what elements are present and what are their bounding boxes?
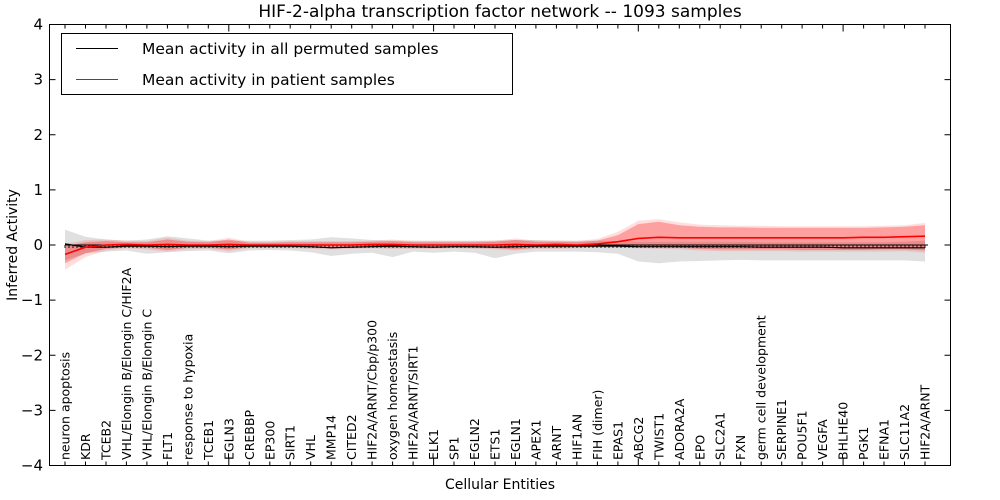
x-tick-label: oxygen homeostasis xyxy=(385,332,400,460)
chart-title: HIF-2-alpha transcription factor network… xyxy=(258,2,742,22)
x-tick-label: HIF1AN xyxy=(569,414,584,460)
x-tick-label: MMP14 xyxy=(324,415,339,460)
x-tick-label: VHL xyxy=(303,435,318,460)
y-tick-label: 4 xyxy=(33,16,43,34)
x-tick-label: KDR xyxy=(78,433,93,460)
x-tick-label: ABCG2 xyxy=(631,417,646,460)
y-tick-label: −1 xyxy=(21,291,43,309)
legend-label-permuted: Mean activity in all permuted samples xyxy=(142,39,439,58)
x-tick-label: EGLN1 xyxy=(508,418,523,460)
x-tick-label: EGLN2 xyxy=(467,418,482,460)
x-tick-label: CITED2 xyxy=(344,414,359,460)
x-tick-label: TCEB1 xyxy=(201,420,216,461)
x-tick-label: SIRT1 xyxy=(283,425,298,460)
x-tick-label: EPAS1 xyxy=(610,421,625,460)
x-tick-label: SLC2A1 xyxy=(713,412,728,460)
x-tick-label: EFNA1 xyxy=(877,419,892,460)
y-tick-label: 2 xyxy=(33,126,43,144)
x-axis-ticks xyxy=(64,24,926,466)
y-tick-label: −2 xyxy=(21,346,43,364)
legend-line-patient-icon xyxy=(76,79,118,80)
x-tick-label: BHLHE40 xyxy=(836,402,851,460)
x-tick-label: VHL/Elongin B/Elongin C/HIF2A xyxy=(119,267,134,460)
x-tick-label: ETS1 xyxy=(488,429,503,460)
x-axis-label: Cellular Entities xyxy=(444,477,556,493)
y-tick-label: 1 xyxy=(33,181,43,199)
x-tick-label: FXN xyxy=(733,435,748,460)
x-tick-label: HIF2A/ARNT xyxy=(918,384,933,460)
legend-row-patient: Mean activity in patient samples xyxy=(62,68,512,92)
x-tick-label: POU5F1 xyxy=(795,410,810,460)
y-axis-ticks xyxy=(49,24,951,466)
x-tick-label: germ cell development xyxy=(754,315,769,460)
x-tick-label: PGK1 xyxy=(856,427,871,460)
patient-samples-band-inner xyxy=(65,221,925,264)
x-tick-label: HIF2A/ARNT/SIRT1 xyxy=(406,346,421,460)
x-tick-label: VHL/Elongin B/Elongin C xyxy=(139,309,154,460)
x-tick-label: FLT1 xyxy=(160,432,175,460)
x-tick-label: SP1 xyxy=(447,437,462,460)
permuted-mean-line xyxy=(64,243,925,249)
x-tick-label: ADORA2A xyxy=(672,398,687,460)
x-tick-label: ELK1 xyxy=(426,429,441,460)
x-tick-label: TWIST1 xyxy=(651,413,666,461)
x-tick-label: SERPINE1 xyxy=(774,399,789,460)
x-tick-label: ARNT xyxy=(549,425,564,460)
x-tick-label: CREBBP xyxy=(242,410,257,460)
legend-line-permuted-icon xyxy=(76,48,118,49)
y-tick-label: −4 xyxy=(21,457,43,475)
x-tick-label: SLC11A2 xyxy=(897,404,912,460)
y-tick-label: 0 xyxy=(33,236,43,254)
x-tick-label: response to hypoxia xyxy=(180,334,195,460)
permuted-samples-band xyxy=(65,229,925,264)
y-tick-label: −3 xyxy=(21,401,43,419)
x-tick-label: FIH (dimer) xyxy=(590,390,605,460)
patient-mean-line xyxy=(64,235,926,256)
x-tick-label: TCEB2 xyxy=(99,420,114,461)
legend-row-permuted: Mean activity in all permuted samples xyxy=(62,37,512,61)
x-tick-label: EGLN3 xyxy=(221,418,236,460)
x-tick-label: HIF2A/ARNT/Cbp/p300 xyxy=(365,320,380,460)
x-tick-label: APEX1 xyxy=(528,419,543,460)
legend: Mean activity in all permuted samples Me… xyxy=(61,33,513,95)
x-tick-label: VEGFA xyxy=(815,419,830,460)
legend-label-patient: Mean activity in patient samples xyxy=(142,70,395,89)
x-tick-label: neuron apoptosis xyxy=(58,352,73,460)
y-tick-label: 3 xyxy=(33,71,43,89)
x-tick-label: EPO xyxy=(692,435,707,460)
x-tick-label: EP300 xyxy=(262,421,277,460)
